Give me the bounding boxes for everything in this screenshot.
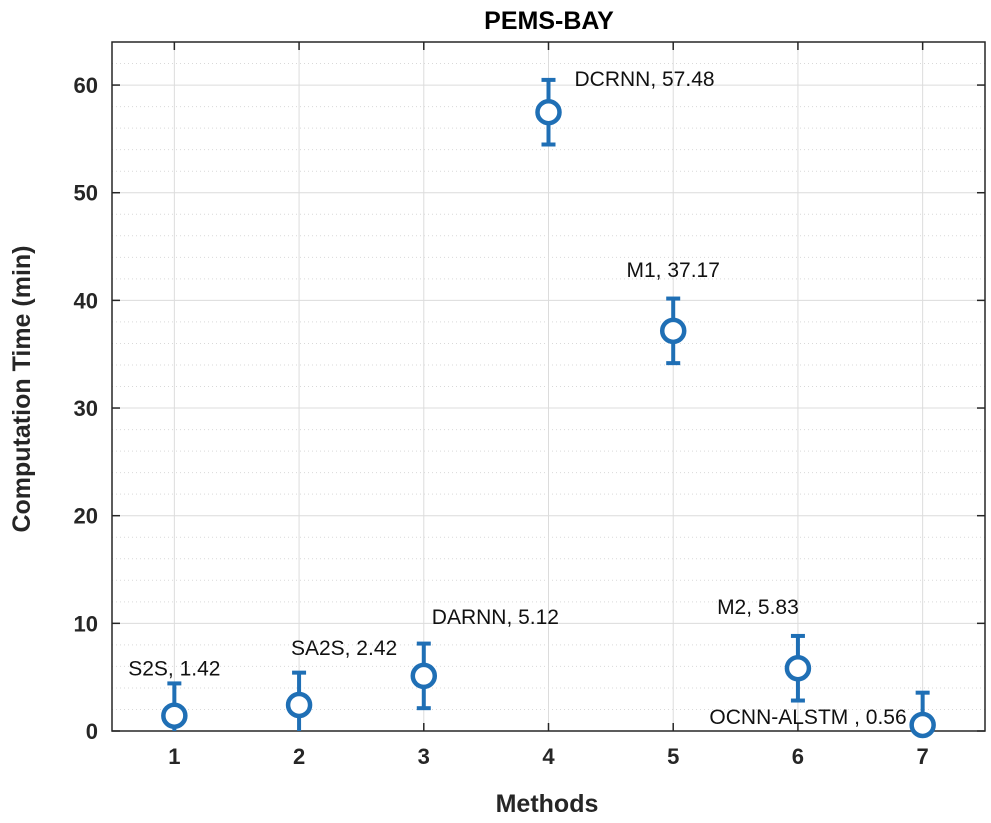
marker-m1 <box>659 317 687 345</box>
x-tick-label: 4 <box>542 744 555 769</box>
tick-labels: 1 2 3 4 5 6 7 0 10 20 30 40 50 60 <box>74 73 929 769</box>
y-tick-label: 30 <box>74 396 98 421</box>
y-axis-label: Computation Time (min) <box>8 245 36 532</box>
data-label-dcrnn: DCRNN, 57.48 <box>575 68 715 91</box>
marker-ocnn-alstm <box>909 711 936 739</box>
y-tick-label: 10 <box>74 611 98 636</box>
y-tick-label: 0 <box>86 719 98 744</box>
x-axis-label: Methods <box>496 790 599 818</box>
x-tick-label: 5 <box>667 744 679 769</box>
marker-darnn <box>410 662 438 690</box>
marker-s2s <box>161 702 188 729</box>
data-label-m1: M1, 37.17 <box>627 259 720 282</box>
marker-m2 <box>784 654 812 682</box>
x-tick-label: 1 <box>168 744 180 769</box>
y-tick-label: 50 <box>74 181 98 206</box>
data-label-m2: M2, 5.83 <box>717 596 799 619</box>
data-label-sa2s: SA2S, 2.42 <box>291 637 397 660</box>
y-tick-label: 40 <box>74 288 98 313</box>
data-label-ocnn-alstm: OCNN-ALSTM , 0.56 <box>709 706 906 729</box>
chart-title: PEMS-BAY <box>484 7 614 35</box>
y-tick-label: 20 <box>74 504 98 529</box>
data-label-s2s: S2S, 1.42 <box>128 658 220 681</box>
x-tick-label: 7 <box>917 744 929 769</box>
y-tick-label: 60 <box>74 73 98 98</box>
marker-dcrnn <box>535 98 562 126</box>
x-tick-label: 3 <box>418 744 430 769</box>
data-markers <box>161 98 936 739</box>
marker-sa2s <box>285 691 313 719</box>
x-tick-label: 2 <box>293 744 305 769</box>
data-labels: S2S, 1.42 SA2S, 2.42 DARNN, 5.12 DCRNN, 57.… <box>128 68 906 729</box>
major-grid <box>112 42 985 732</box>
data-label-darnn: DARNN, 5.12 <box>432 606 559 629</box>
x-tick-label: 6 <box>792 744 804 769</box>
